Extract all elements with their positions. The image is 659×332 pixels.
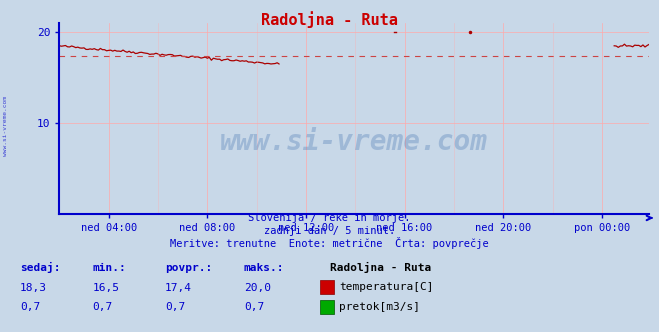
Text: 18,3: 18,3 xyxy=(20,283,47,292)
Text: Slovenija / reke in morje.: Slovenija / reke in morje. xyxy=(248,213,411,223)
Text: 0,7: 0,7 xyxy=(244,302,264,312)
Text: temperatura[C]: temperatura[C] xyxy=(339,283,434,292)
Text: sedaj:: sedaj: xyxy=(20,262,60,273)
Text: Meritve: trenutne  Enote: metrične  Črta: povprečje: Meritve: trenutne Enote: metrične Črta: … xyxy=(170,237,489,249)
Text: zadnji dan / 5 minut.: zadnji dan / 5 minut. xyxy=(264,226,395,236)
Text: Radoljna - Ruta: Radoljna - Ruta xyxy=(330,262,431,273)
Text: 20,0: 20,0 xyxy=(244,283,271,292)
Text: www.si-vreme.com: www.si-vreme.com xyxy=(220,127,488,156)
Text: 17,4: 17,4 xyxy=(165,283,192,292)
Text: pretok[m3/s]: pretok[m3/s] xyxy=(339,302,420,312)
Text: Radoljna - Ruta: Radoljna - Ruta xyxy=(261,12,398,29)
Text: min.:: min.: xyxy=(92,263,126,273)
Text: 16,5: 16,5 xyxy=(92,283,119,292)
Text: povpr.:: povpr.: xyxy=(165,263,212,273)
Text: maks.:: maks.: xyxy=(244,263,284,273)
Text: 0,7: 0,7 xyxy=(20,302,40,312)
Text: 0,7: 0,7 xyxy=(165,302,185,312)
Text: 0,7: 0,7 xyxy=(92,302,113,312)
Text: www.si-vreme.com: www.si-vreme.com xyxy=(3,96,9,156)
